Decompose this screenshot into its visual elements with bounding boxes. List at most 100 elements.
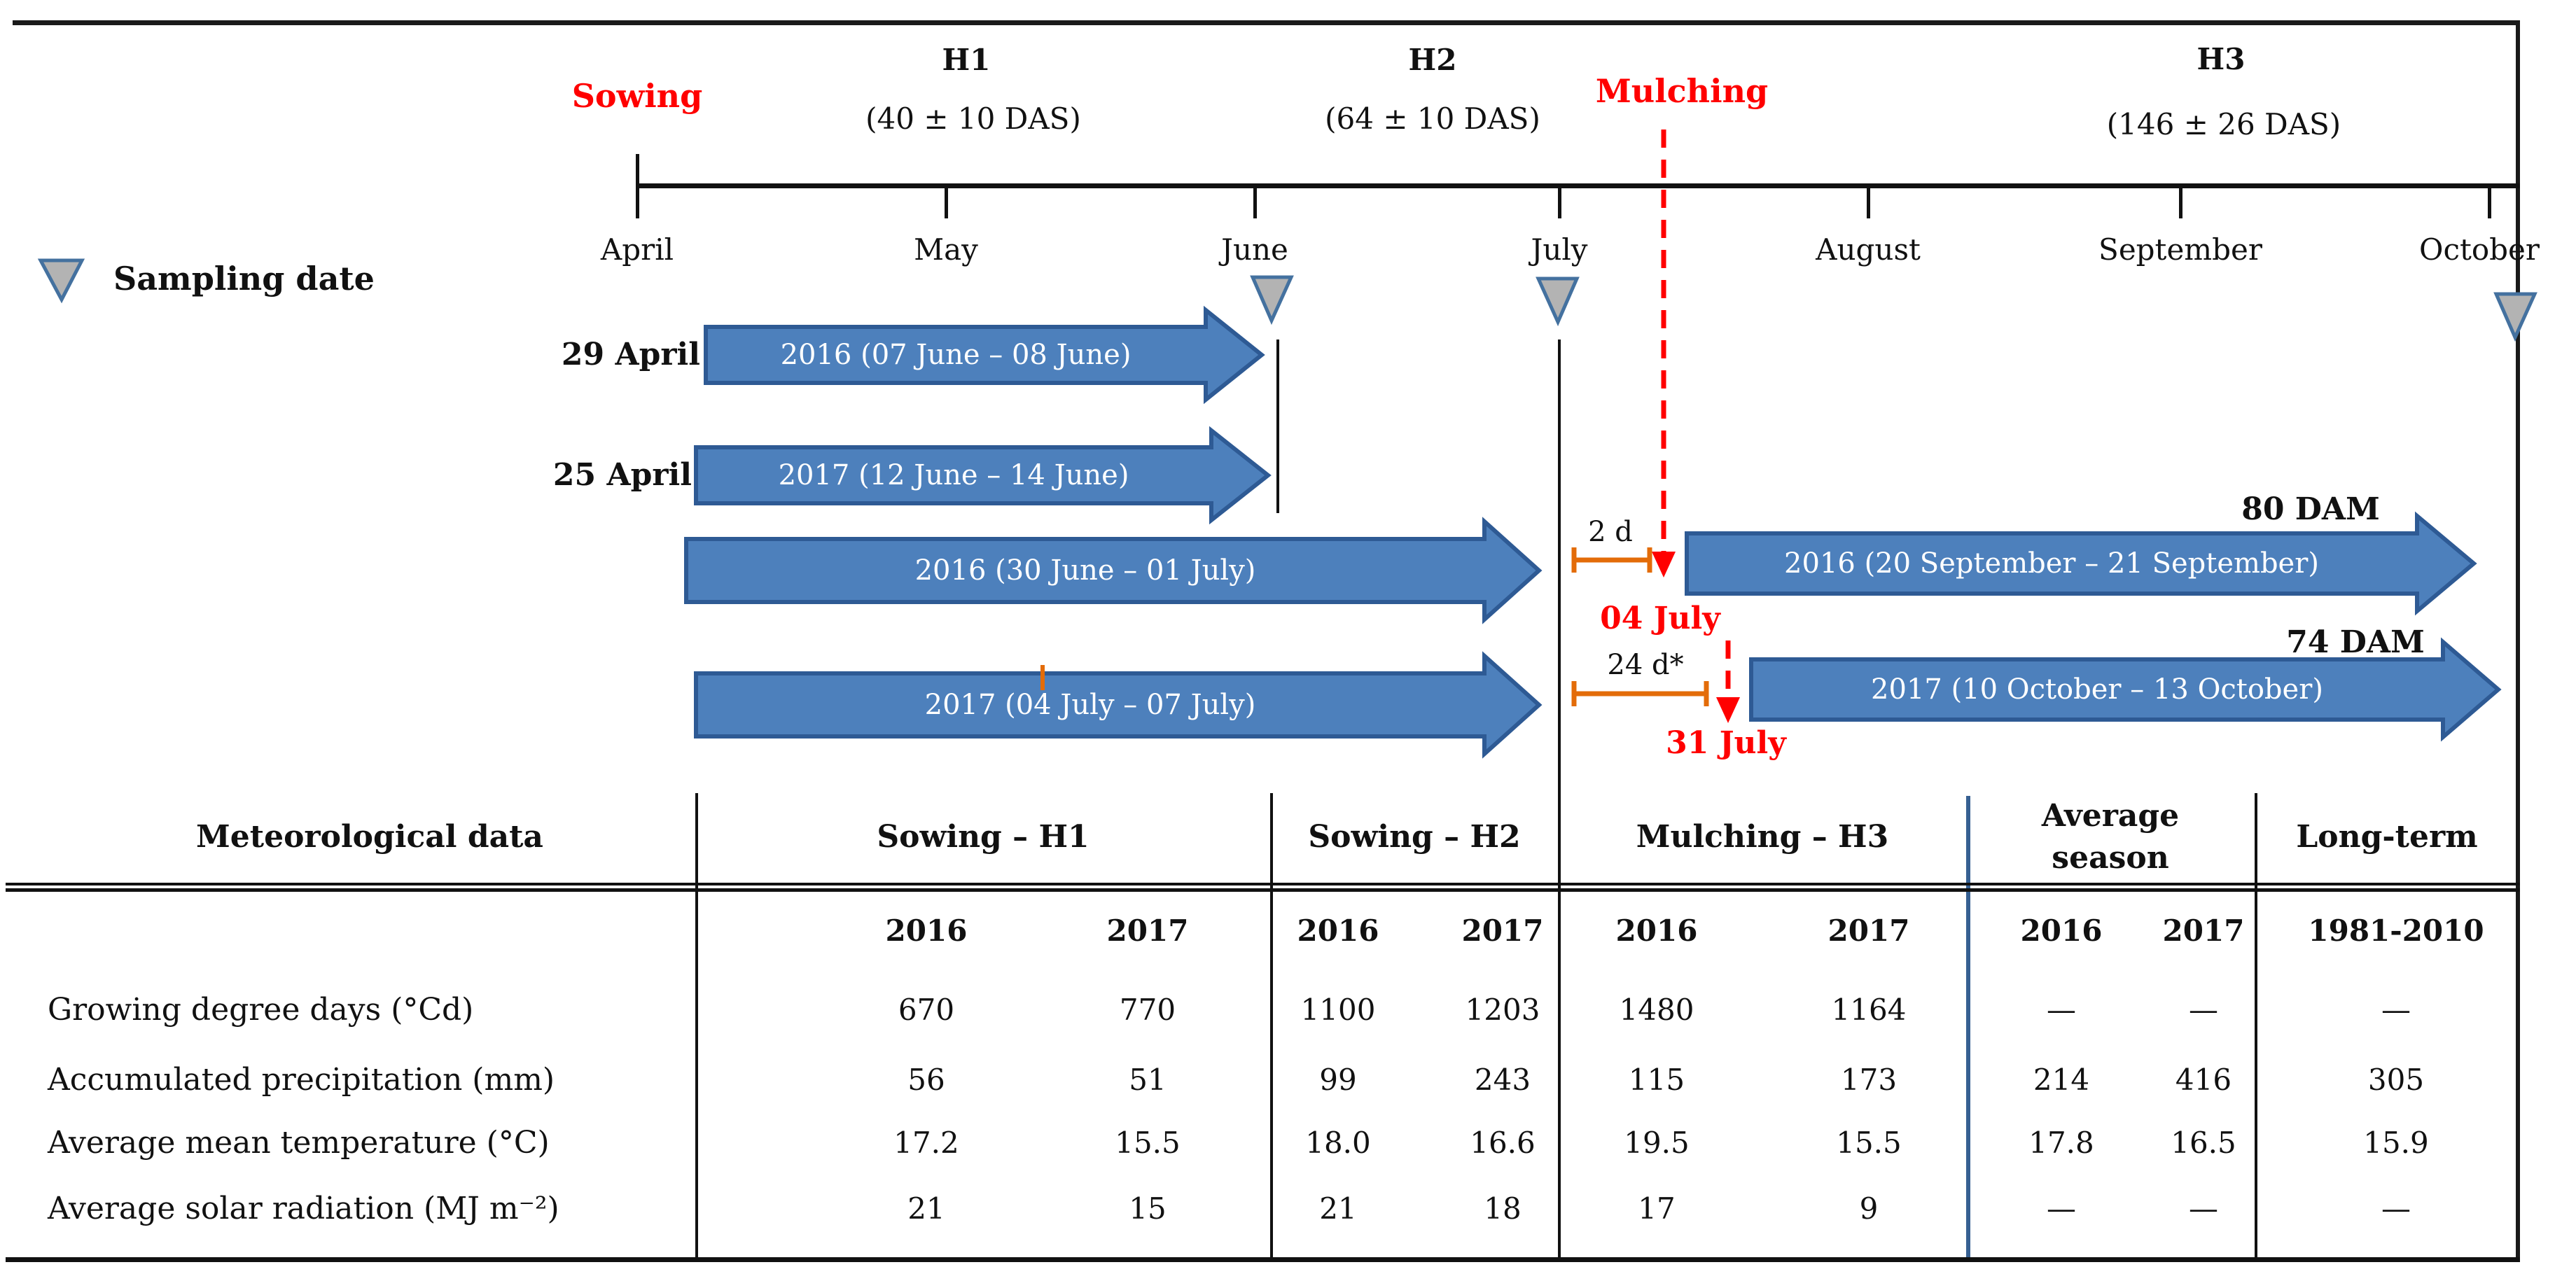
table-cell: 19.5 <box>1624 1125 1690 1160</box>
table-cell: 17 <box>1638 1191 1676 1226</box>
table-cell: 1100 <box>1300 992 1376 1027</box>
tick-july <box>1558 186 1561 218</box>
tick-september <box>2179 186 2182 218</box>
table-cell: 214 <box>2033 1062 2090 1097</box>
table-cell: 21 <box>907 1191 945 1226</box>
year-header: 2016 <box>2020 913 2103 948</box>
table-cell: 17.8 <box>2028 1125 2094 1160</box>
table-bottom-rule <box>6 1257 2520 1262</box>
year-header: 2017 <box>1106 913 1189 948</box>
year-header: 2016 <box>1615 913 1698 948</box>
month-axis <box>636 154 2520 218</box>
table-cell: — <box>2381 1191 2411 1226</box>
dam-label-2016: 80 DAM <box>2241 491 2380 527</box>
year-header: 2016 <box>885 913 968 948</box>
table-cell: — <box>2381 992 2411 1027</box>
table-cell: — <box>2047 1191 2076 1226</box>
mulch-date-2016: 04 July <box>1600 600 1720 636</box>
sampling-triangle-july-icon <box>1536 276 1580 327</box>
month-label-june: June <box>1221 232 1288 267</box>
table-group-sowing-h1: Sowing – H1 <box>877 818 1089 855</box>
table-rules <box>6 793 2520 1262</box>
legend-label: Sampling date <box>113 259 375 298</box>
table-cell: 56 <box>907 1062 945 1097</box>
sampling-triangle-june-icon <box>1250 275 1294 326</box>
table-cell: 15.5 <box>1836 1125 1902 1160</box>
table-divider-blue <box>1966 796 1970 1262</box>
table-cell: 16.6 <box>1470 1125 1536 1160</box>
table-divider-h1-h2 <box>1270 793 1273 1260</box>
year-header: 2017 <box>1827 913 1910 948</box>
sowing-date-2016: 29 April <box>561 336 700 372</box>
axis-line <box>636 183 2520 188</box>
mulching-arrowhead-2017 <box>1716 697 1740 723</box>
sowing-date-2017: 25 April <box>552 456 692 493</box>
table-cell: 9 <box>1859 1191 1879 1226</box>
arrow-h3-2017 <box>1749 637 2502 742</box>
table-group-average: Average <box>2041 797 2180 834</box>
july-reference-line <box>1558 340 1561 1262</box>
row-label: Growing degree days (°Cd) <box>48 991 474 1028</box>
h2-subtitle: (64 ± 10 DAS) <box>1325 101 1540 136</box>
h1-subtitle: (40 ± 10 DAS) <box>865 101 1081 136</box>
gap-label-2d: 2 d <box>1588 516 1633 548</box>
table-cell: 1164 <box>1831 992 1907 1027</box>
table-cell: 15 <box>1129 1191 1167 1226</box>
top-frame-line <box>13 20 2520 25</box>
table-divider-label <box>695 793 698 1260</box>
arrow-h2-2017 <box>694 651 1543 759</box>
month-label-july: July <box>1531 232 1588 267</box>
tick-may <box>945 186 948 218</box>
table-group-season: season <box>2052 839 2169 876</box>
row-label: Accumulated precipitation (mm) <box>48 1061 555 1098</box>
tick-august <box>1867 186 1870 218</box>
table-cell: — <box>2047 992 2076 1027</box>
table-cell: — <box>2189 992 2218 1027</box>
right-frame-line <box>2516 20 2520 1262</box>
table-header: Meteorological data <box>196 818 543 855</box>
mulching-lines <box>1661 130 1731 699</box>
arrow-h1-2017 <box>694 426 1272 525</box>
table-cell: 1203 <box>1465 992 1540 1027</box>
table-cell: 99 <box>1319 1062 1357 1097</box>
month-label-september: September <box>2098 232 2262 267</box>
month-label-april: April <box>600 232 674 267</box>
table-cell: — <box>2189 1191 2218 1226</box>
month-label-august: August <box>1816 232 1921 267</box>
table-cell: 243 <box>1474 1062 1531 1097</box>
table-header-rule-bottom <box>6 888 2520 892</box>
table-group-long-term: Long-term <box>2296 818 2478 855</box>
gap-label-24d: 24 d* <box>1607 649 1684 681</box>
h3-title: H3 <box>2196 41 2246 76</box>
tick-april <box>636 154 639 218</box>
year-header: 2017 <box>1461 913 1544 948</box>
table-cell: 15.9 <box>2363 1125 2429 1160</box>
table-cell: 18.0 <box>1305 1125 1371 1160</box>
interval-bars <box>1040 547 1709 706</box>
h1-title: H1 <box>942 42 991 77</box>
table-cell: 173 <box>1840 1062 1898 1097</box>
row-label: Average solar radiation (MJ m⁻²) <box>48 1190 559 1226</box>
month-label-may: May <box>914 232 978 267</box>
table-divider-avg-lt <box>2255 793 2257 1260</box>
table-cell: 15.5 <box>1115 1125 1181 1160</box>
mulching-label: Mulching <box>1595 71 1769 110</box>
mulch-date-2017: 31 July <box>1666 724 1786 761</box>
table-cell: 18 <box>1484 1191 1522 1226</box>
table-cell: 17.2 <box>893 1125 959 1160</box>
arrow-label-h3-2017: 2017 (10 October – 13 October) <box>1871 673 2323 706</box>
dam-label-2017: 74 DAM <box>2286 624 2425 660</box>
table-header-rule-top <box>6 883 2520 886</box>
mulching-arrowhead-2016 <box>1652 552 1676 578</box>
table-cell: 51 <box>1129 1062 1167 1097</box>
table-cell: 16.5 <box>2171 1125 2236 1160</box>
month-label-october: October <box>2419 232 2540 267</box>
year-header: 1981-2010 <box>2308 913 2484 948</box>
year-header: 2016 <box>1297 913 1379 948</box>
arrow-h2-2016 <box>684 517 1543 624</box>
gantt-arrows <box>684 305 2502 759</box>
table-cell: 305 <box>2367 1062 2425 1097</box>
arrow-label-h2-2017: 2017 (04 July – 07 July) <box>924 689 1256 721</box>
sampling-triangle-october-icon <box>2493 292 2537 342</box>
